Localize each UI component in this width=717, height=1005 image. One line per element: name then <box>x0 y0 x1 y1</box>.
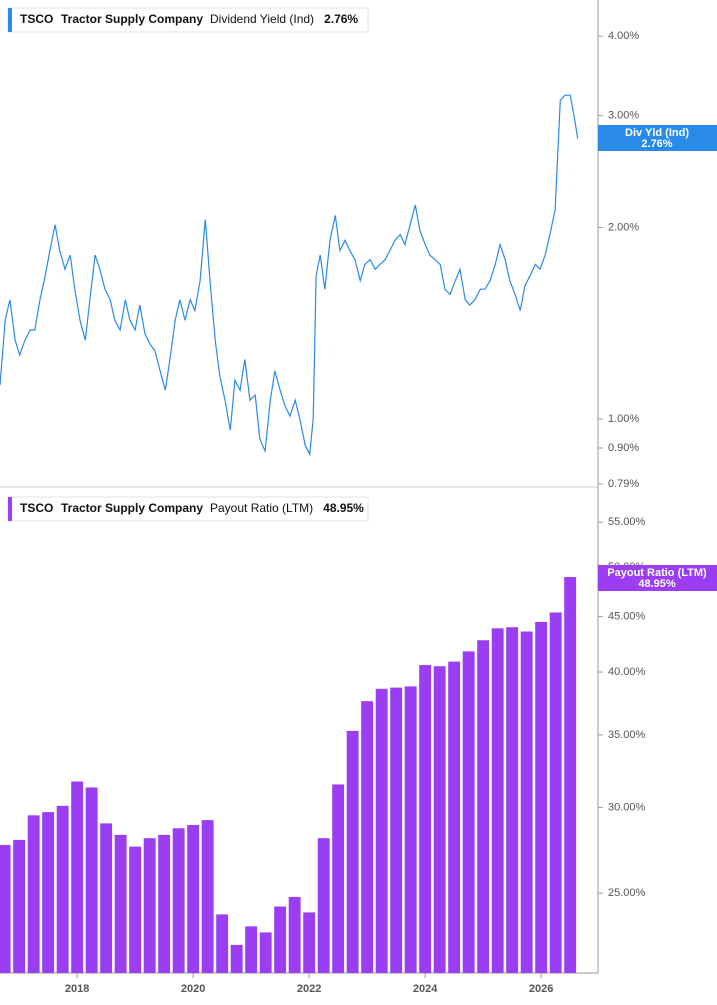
bar <box>201 820 214 973</box>
bar <box>0 844 11 973</box>
bar <box>303 912 316 973</box>
bar <box>535 621 548 973</box>
bar <box>71 781 84 973</box>
legend-company: Tractor Supply Company <box>61 501 203 515</box>
y-tick-label: 4.00% <box>608 30 639 42</box>
y-tick-label: 30.00% <box>608 801 646 813</box>
bar <box>506 627 519 973</box>
series-line <box>0 94 579 457</box>
y-tick-label: 0.90% <box>608 442 639 454</box>
bar <box>332 784 345 973</box>
legend-value: 2.76% <box>324 12 358 26</box>
bar <box>143 838 156 973</box>
bar <box>433 666 446 973</box>
y-tick-label: 2.00% <box>608 221 639 233</box>
bar <box>520 631 533 973</box>
badge-label: Div Yld (Ind) <box>625 127 689 139</box>
bar <box>230 944 243 973</box>
bar <box>419 665 432 973</box>
bar <box>462 651 475 973</box>
bar <box>491 628 504 973</box>
bar <box>216 914 229 973</box>
bar <box>13 839 26 973</box>
bar <box>27 815 40 973</box>
legend-ticker: TSCO <box>20 12 53 26</box>
x-tick-label: 2022 <box>297 983 321 995</box>
last-value-badge <box>598 125 717 151</box>
bar <box>317 838 330 973</box>
bar <box>259 932 272 973</box>
legend-value: 48.95% <box>323 501 364 515</box>
x-tick-label: 2024 <box>413 983 438 995</box>
legend-company: Tractor Supply Company <box>61 12 203 26</box>
badge-value: 48.95% <box>638 578 676 590</box>
bar <box>129 846 142 973</box>
legend-ticker: TSCO <box>20 501 53 515</box>
bar <box>42 812 55 973</box>
bar <box>56 805 69 973</box>
bar <box>375 688 388 973</box>
legend-series: Dividend Yield (Ind) <box>210 12 314 26</box>
bar <box>100 823 113 973</box>
bar <box>549 612 562 973</box>
bar <box>158 834 171 973</box>
bar <box>564 577 577 973</box>
legend-swatch <box>8 8 12 32</box>
badge-value: 2.76% <box>641 138 672 150</box>
x-tick-label: 2026 <box>529 983 553 995</box>
legend-swatch <box>8 497 12 521</box>
bar <box>274 906 287 973</box>
y-tick-label: 3.00% <box>608 110 639 122</box>
y-tick-label: 45.00% <box>608 611 646 623</box>
bar <box>448 661 461 973</box>
y-tick-label: 55.00% <box>608 516 646 528</box>
bar <box>172 828 185 973</box>
last-value-badge <box>598 565 717 591</box>
x-tick-label: 2018 <box>65 983 89 995</box>
legend-box <box>7 7 369 33</box>
y-tick-label: 35.00% <box>608 729 646 741</box>
bar <box>477 640 490 973</box>
bar <box>85 787 98 973</box>
bar <box>114 834 127 973</box>
bar <box>390 687 403 973</box>
bar <box>288 896 301 973</box>
bar <box>346 730 359 973</box>
y-tick-label: 25.00% <box>608 887 646 899</box>
y-tick-label: 0.79% <box>608 478 639 490</box>
legend-series: Payout Ratio (LTM) <box>210 501 313 515</box>
bar <box>404 686 417 973</box>
bar <box>187 824 200 973</box>
x-tick-label: 2020 <box>181 983 205 995</box>
bar <box>245 926 258 973</box>
bar <box>361 701 374 973</box>
y-tick-label: 1.00% <box>608 413 639 425</box>
badge-label: Payout Ratio (LTM) <box>607 567 707 579</box>
y-tick-label: 40.00% <box>608 666 646 678</box>
